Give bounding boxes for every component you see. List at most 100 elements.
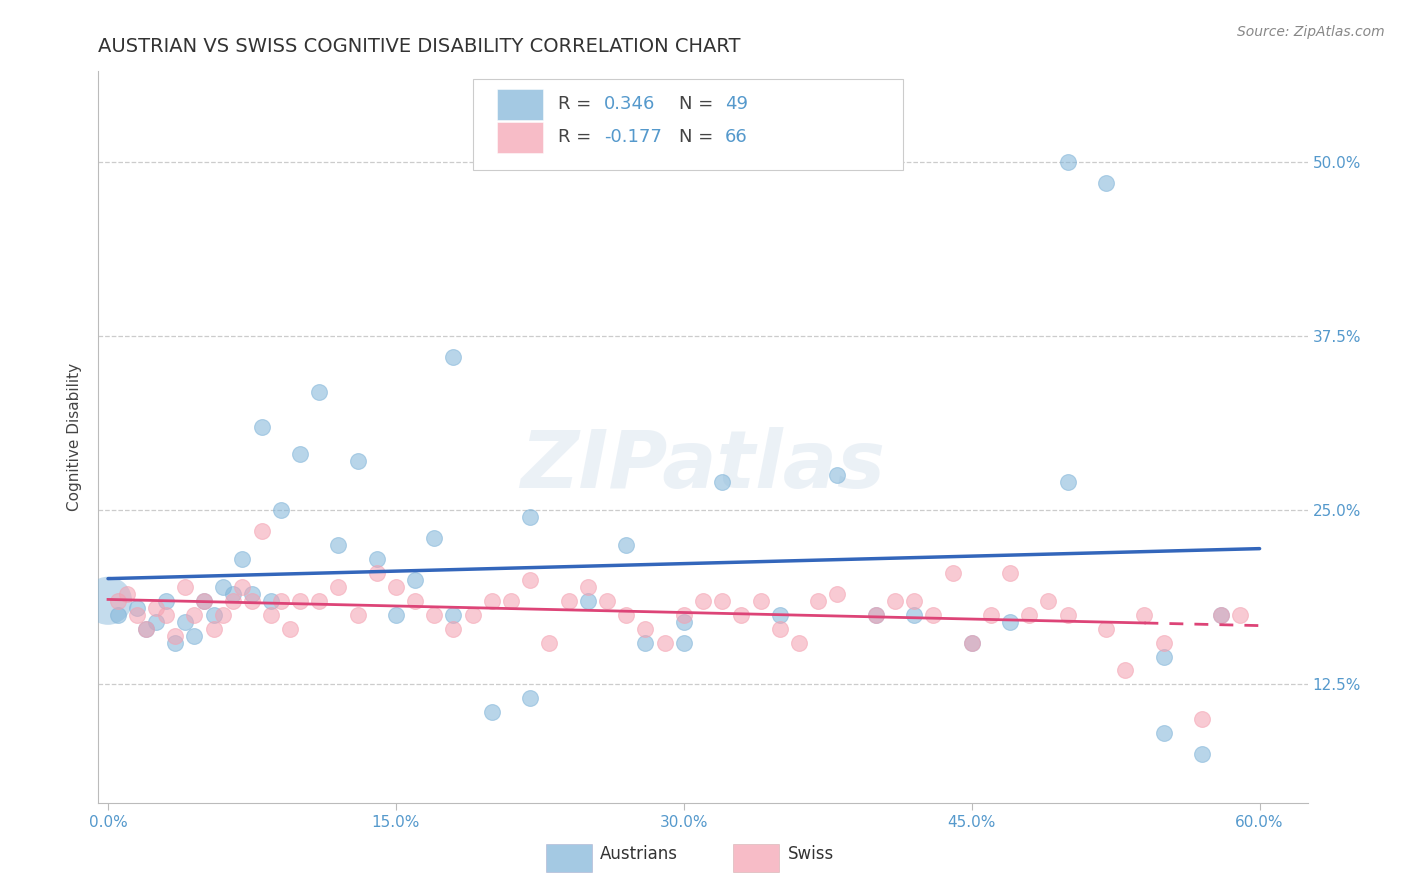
Text: N =: N = [679, 128, 718, 146]
Point [1095, 176, 1118, 190]
Point [1153, 649, 1175, 664]
Point [193, 594, 215, 608]
Point [1229, 607, 1251, 622]
Point [270, 503, 292, 517]
Point [634, 635, 657, 649]
Point [423, 531, 446, 545]
Point [231, 580, 253, 594]
Point [250, 419, 273, 434]
Point [769, 622, 792, 636]
Point [672, 607, 695, 622]
Point [240, 594, 263, 608]
Point [125, 607, 148, 622]
FancyBboxPatch shape [734, 844, 779, 871]
Point [443, 350, 465, 364]
Text: Source: ZipAtlas.com: Source: ZipAtlas.com [1237, 25, 1385, 39]
Point [155, 607, 177, 622]
Point [1133, 607, 1156, 622]
Text: -0.177: -0.177 [603, 128, 662, 146]
Text: 49: 49 [724, 95, 748, 113]
Text: 0.346: 0.346 [603, 95, 655, 113]
Point [280, 622, 302, 636]
Point [481, 594, 503, 608]
Text: 66: 66 [724, 128, 748, 146]
Point [1153, 726, 1175, 740]
Point [519, 510, 541, 524]
Point [250, 524, 273, 538]
Text: Austrians: Austrians [600, 845, 678, 863]
Point [222, 587, 245, 601]
Point [385, 580, 408, 594]
Point [1056, 155, 1078, 169]
Point [903, 594, 925, 608]
Point [423, 607, 446, 622]
Point [865, 607, 887, 622]
Point [960, 635, 983, 649]
Point [328, 538, 350, 552]
Point [1191, 712, 1213, 726]
Point [308, 594, 330, 608]
Point [404, 573, 426, 587]
Point [922, 607, 945, 622]
Point [807, 594, 830, 608]
Y-axis label: Cognitive Disability: Cognitive Disability [67, 363, 83, 511]
FancyBboxPatch shape [498, 89, 543, 120]
Point [165, 635, 187, 649]
Point [499, 594, 522, 608]
Point [596, 594, 619, 608]
Text: R =: R = [558, 95, 598, 113]
Point [202, 622, 225, 636]
Point [692, 594, 714, 608]
Point [672, 615, 695, 629]
Point [941, 566, 963, 580]
Point [519, 573, 541, 587]
Point [827, 587, 849, 601]
Point [1056, 475, 1078, 490]
Point [711, 475, 734, 490]
Point [557, 594, 579, 608]
Point [519, 691, 541, 706]
Point [222, 594, 245, 608]
Point [231, 552, 253, 566]
Point [346, 454, 368, 468]
Point [145, 600, 167, 615]
Point [155, 594, 177, 608]
Point [183, 607, 205, 622]
Point [576, 580, 599, 594]
Point [980, 607, 1002, 622]
Point [461, 607, 484, 622]
Point [865, 607, 887, 622]
Point [654, 635, 676, 649]
Point [576, 594, 599, 608]
Point [135, 622, 157, 636]
Point [260, 594, 283, 608]
Text: R =: R = [558, 128, 598, 146]
Point [1095, 622, 1118, 636]
FancyBboxPatch shape [474, 78, 903, 170]
Point [308, 384, 330, 399]
Point [614, 538, 637, 552]
Point [884, 594, 907, 608]
Point [1056, 607, 1078, 622]
Point [328, 580, 350, 594]
Point [960, 635, 983, 649]
Point [135, 622, 157, 636]
Point [749, 594, 772, 608]
Text: Swiss: Swiss [787, 845, 834, 863]
Point [260, 607, 283, 622]
Point [1211, 607, 1233, 622]
Point [385, 607, 408, 622]
Point [827, 468, 849, 483]
Point [1153, 635, 1175, 649]
Text: N =: N = [679, 95, 718, 113]
Point [1114, 664, 1136, 678]
Point [538, 635, 561, 649]
Point [240, 587, 263, 601]
FancyBboxPatch shape [546, 844, 592, 871]
Point [769, 607, 792, 622]
Point [107, 607, 129, 622]
Point [998, 615, 1021, 629]
Point [212, 580, 235, 594]
Point [903, 607, 925, 622]
Text: ZIPatlas: ZIPatlas [520, 427, 886, 506]
